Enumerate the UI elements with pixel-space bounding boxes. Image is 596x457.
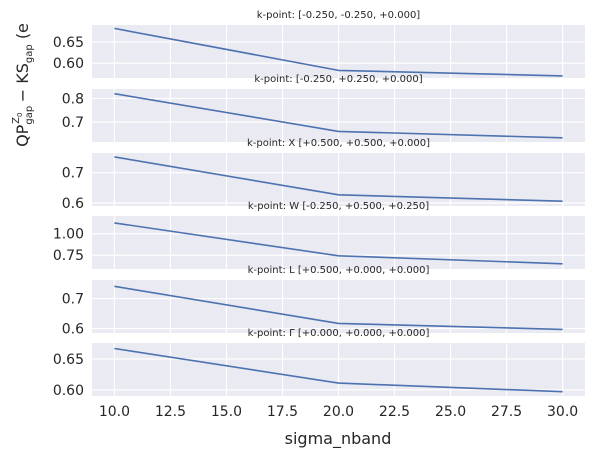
panel-title: k-point: [-0.250, -0.250, +0.000] [257,10,421,21]
series-line-2 [114,156,563,202]
subplot-0: 0.60 0.65 k-point: [-0.250, -0.250, +0.000… [53,10,585,78]
y-tick-label: 0.75 [53,248,84,264]
y-tick-label: 0.8 [62,91,84,107]
y-tick-label: 1.00 [53,227,84,243]
y-tick-label: 0.60 [53,56,84,72]
y-tick-label: 0.7 [62,115,84,131]
x-axis: 10.0 12.5 15.0 17.5 20.0 22.5 25.0 27.5 30.0 [99,404,578,420]
y-tick-label: 0.6 [62,196,84,212]
y-label-part-ks-sub: gap [24,44,35,63]
series-line-0 [114,27,563,77]
y-label-part-ks: − KS [13,63,32,107]
panel-title: k-point: Γ [+0.000, +0.000, +0.000] [248,328,430,339]
y-tick-label: 0.7 [62,292,84,308]
y-tick-label: 0.60 [53,383,84,399]
panel-title: k-point: W [-0.250, +0.500, +0.250] [248,201,429,212]
x-tick-label: 17.5 [267,404,298,420]
series-line-4 [114,285,563,331]
subplot-1: 0.7 0.8 k-point: [-0.250, +0.250, +0.000] [62,74,585,142]
subplot-2: 0.6 0.7 k-point: X [+0.500, +0.500, +0.000… [62,138,585,212]
y-label-part-qp: QP [13,124,32,147]
x-tick-label: 15.0 [211,404,242,420]
y-label-part-z: Z [11,117,22,124]
panel-title: k-point: [-0.250, +0.250, +0.000] [254,74,422,85]
panel-title: k-point: X [+0.500, +0.500, +0.000] [247,138,430,149]
y-label-part-qp-sub: gap [24,106,35,125]
x-tick-label: 22.5 [379,404,410,420]
panel-title: k-point: L [+0.500, +0.000, +0.000] [248,265,430,276]
x-tick-label: 12.5 [155,404,186,420]
subplot-3: 0.75 1.00 k-point: W [-0.250, +0.500, +0.2… [53,201,585,269]
series-line-3 [114,222,563,265]
y-tick-label: 0.65 [53,35,84,51]
x-tick-label: 30.0 [547,404,578,420]
subplot-4: 0.6 0.7 k-point: L [+0.500, +0.000, +0.000… [62,265,585,338]
subplot-panels: 0.60 0.65 k-point: [-0.250, -0.250, +0.000… [53,10,585,399]
x-tick-label: 20.0 [323,404,354,420]
y-tick-label: 0.65 [53,352,84,368]
y-label-part-z-sub: 0 [16,113,24,117]
y-tick-label: 0.7 [62,166,84,182]
y-tick-label: 0.6 [62,322,84,338]
x-tick-label: 25.0 [435,404,466,420]
x-tick-label: 10.0 [99,404,130,420]
y-axis-label: QPgapZ0gap − KSgap (e [11,23,35,147]
subplot-5: 0.60 0.65 k-point: Γ [+0.000, +0.000, +0.0… [53,328,585,399]
series-line-5 [114,347,563,393]
series-line-1 [114,92,563,139]
y-label-part-unit: (e [13,23,32,44]
x-tick-label: 27.5 [491,404,522,420]
x-axis-label: sigma_nband [285,429,392,449]
